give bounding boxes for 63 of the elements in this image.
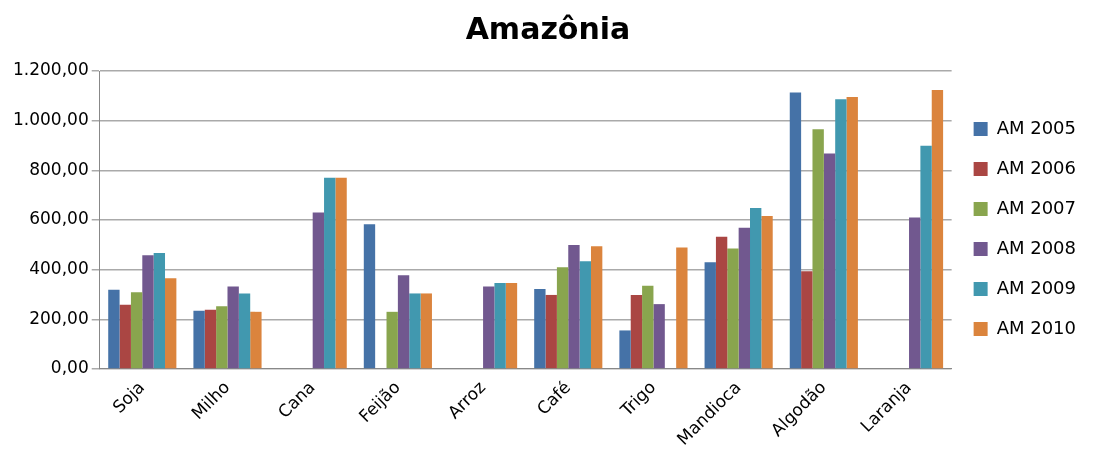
bar xyxy=(108,289,120,369)
bar xyxy=(545,294,557,369)
bar xyxy=(397,275,410,369)
legend-label: AM 2005 xyxy=(996,116,1076,138)
bar xyxy=(119,304,131,369)
bar xyxy=(909,217,921,369)
bar xyxy=(534,288,546,369)
bar xyxy=(142,255,154,369)
bar xyxy=(153,252,166,369)
bar xyxy=(738,227,750,369)
bar xyxy=(823,153,836,369)
y-tick-label: 0,00 xyxy=(50,357,89,378)
y-tick-label: 1.200,00 xyxy=(13,59,89,80)
bar xyxy=(556,267,569,369)
legend-label: AM 2006 xyxy=(996,156,1076,178)
bar xyxy=(409,293,421,369)
bar xyxy=(676,247,688,369)
bar xyxy=(204,309,217,369)
bar xyxy=(801,271,813,369)
y-tick-label: 200,00 xyxy=(29,307,89,328)
y-tick-label: 400,00 xyxy=(29,258,89,279)
bar xyxy=(324,177,336,369)
bar xyxy=(579,261,591,369)
bar xyxy=(750,208,762,369)
bar xyxy=(789,92,802,369)
bar xyxy=(704,262,716,369)
bar xyxy=(227,286,239,369)
bar xyxy=(130,292,143,369)
bar xyxy=(363,224,376,369)
bar xyxy=(590,246,603,369)
y-tick-label: 600,00 xyxy=(29,208,89,229)
bar xyxy=(216,306,228,369)
bar xyxy=(642,285,654,369)
legend-label: AM 2009 xyxy=(996,276,1076,298)
chart-title: Amazônia xyxy=(465,10,631,46)
legend-label: AM 2010 xyxy=(996,316,1076,338)
bar xyxy=(483,286,495,369)
bar xyxy=(653,304,665,369)
legend-label: AM 2007 xyxy=(996,196,1076,218)
bar xyxy=(715,236,728,369)
bar xyxy=(920,145,932,369)
bar xyxy=(238,293,251,369)
bar xyxy=(386,311,398,369)
bar xyxy=(505,283,518,369)
bar xyxy=(165,278,177,369)
bar xyxy=(250,311,262,369)
y-tick-label: 800,00 xyxy=(29,158,89,179)
bar xyxy=(931,90,944,369)
bar xyxy=(630,294,643,369)
bar xyxy=(312,212,325,369)
bar xyxy=(812,129,824,369)
bar xyxy=(568,245,580,369)
bar xyxy=(619,330,631,369)
legend-label: AM 2008 xyxy=(996,236,1076,258)
bar xyxy=(846,97,858,369)
bar xyxy=(494,283,506,369)
bar xyxy=(335,177,347,369)
bar xyxy=(761,215,773,369)
bar xyxy=(193,310,205,369)
y-tick-label: 1.000,00 xyxy=(13,109,89,130)
bar xyxy=(835,99,847,369)
bar xyxy=(420,293,432,369)
bar xyxy=(727,248,739,369)
